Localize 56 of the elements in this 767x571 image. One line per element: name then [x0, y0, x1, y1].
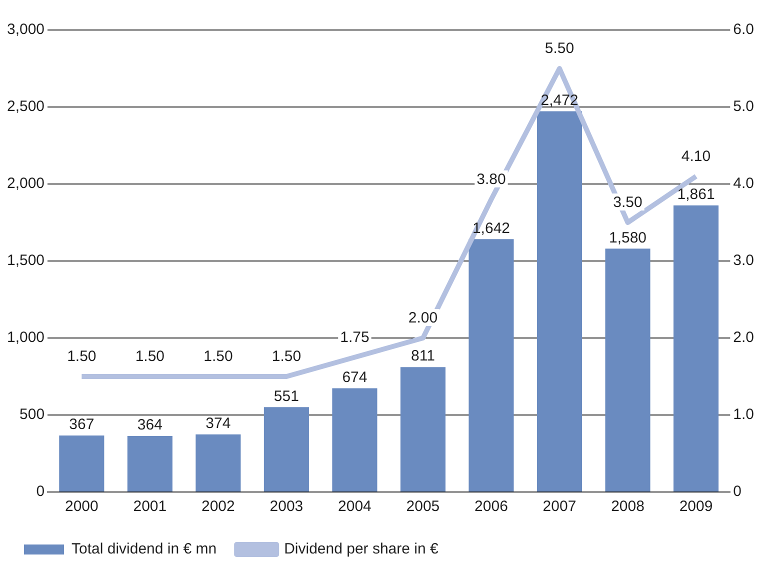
bar: [536, 111, 582, 492]
y2-tick-label: 3.0: [733, 252, 754, 270]
data-label: 367: [69, 416, 94, 434]
x-tick-label: 2006: [474, 498, 508, 516]
y2-tick-label: 4.0: [733, 175, 754, 192]
y2-tick-label: 5.0: [733, 98, 754, 116]
data-label: 1.50: [272, 348, 302, 366]
x-tick-label: 2004: [338, 498, 372, 516]
data-label: 1,861: [677, 186, 715, 204]
x-tick-label: 2000: [64, 498, 98, 516]
bar: [605, 248, 650, 492]
data-label: 674: [342, 368, 368, 386]
bar: [332, 388, 378, 492]
data-label: 1.75: [340, 328, 370, 346]
data-label: 3.80: [476, 171, 506, 188]
y-tick-label: 0: [36, 483, 45, 500]
data-label: 4.10: [681, 148, 711, 165]
data-label: 1,580: [608, 229, 647, 246]
x-tick-label: 2002: [202, 498, 235, 516]
data-label: 1.50: [204, 348, 233, 366]
data-label: 1.50: [135, 348, 165, 366]
bar: [196, 434, 241, 492]
data-label: 811: [411, 348, 435, 365]
legend-label: Dividend per share in €: [284, 540, 439, 558]
y2-tick-label: 2.0: [733, 329, 754, 346]
y-tick-label: 2,000: [6, 175, 45, 192]
y-tick-label: 2,500: [6, 98, 45, 116]
y-tick-label: 1,000: [6, 329, 45, 346]
bar: [468, 239, 514, 492]
x-tick-label: 2001: [133, 498, 167, 516]
x-tick-label: 2005: [406, 498, 440, 516]
data-label: 1.50: [67, 348, 96, 366]
y-tick-label: 1,500: [6, 252, 45, 270]
data-label: 374: [206, 415, 231, 432]
y-tick-label: 3,000: [6, 21, 45, 38]
data-label: 5.50: [544, 40, 574, 58]
x-tick-label: 2008: [611, 498, 644, 516]
data-label: 364: [137, 416, 162, 434]
bar: [264, 407, 309, 492]
x-tick-label: 2003: [270, 498, 304, 516]
y-tick-label: 500: [20, 406, 45, 424]
x-tick-label: 2009: [679, 498, 713, 516]
bar: [127, 436, 172, 492]
y2-tick-label: 1.0: [733, 406, 754, 424]
x-tick-label: 2007: [542, 498, 576, 516]
bar: [400, 367, 446, 492]
legend-label: Total dividend in € mn: [72, 540, 217, 558]
bar: [59, 435, 104, 492]
y2-tick-label: 6.0: [733, 21, 754, 38]
bar: [673, 205, 719, 492]
y2-tick-label: 0: [733, 483, 742, 500]
data-label: 3.50: [613, 194, 642, 212]
data-label: 2,472: [540, 92, 578, 109]
data-label: 1,642: [472, 220, 510, 237]
data-label: 2.00: [408, 310, 438, 327]
data-label: 551: [274, 388, 299, 405]
